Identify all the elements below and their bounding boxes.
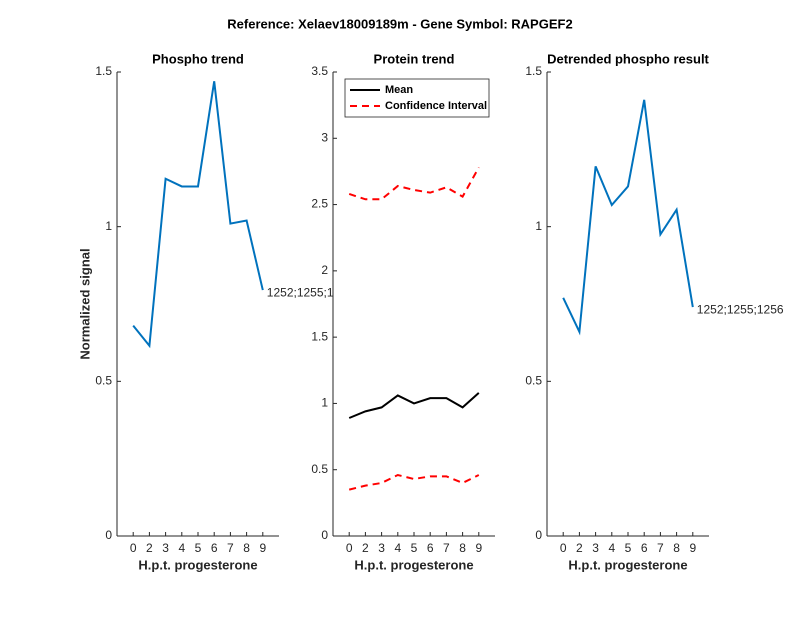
axes-background	[547, 72, 709, 536]
x-tick-label: 0	[560, 541, 567, 555]
data-line	[132, 81, 264, 349]
x-tick-label: 5	[625, 541, 632, 555]
x-tick-label: 6	[641, 541, 648, 555]
y-tick-label: 0.5	[311, 462, 328, 476]
point-label: 1252;1255;1256	[267, 285, 354, 299]
subplot-title: Protein trend	[374, 51, 455, 66]
x-tick-label: 0	[130, 541, 137, 555]
x-tick-label: 4	[178, 541, 185, 555]
x-tick-label: 3	[162, 541, 169, 555]
x-tick-label: 3	[592, 541, 599, 555]
axes-background	[117, 72, 279, 536]
subplot-title: Detrended phospho result	[547, 51, 709, 66]
point-label: 1252;1255;1256	[697, 302, 784, 316]
y-tick-label: 0	[321, 528, 328, 542]
legend-label: Confidence Interval	[385, 100, 487, 112]
x-tick-label: 2	[146, 541, 153, 555]
x-tick-label: 5	[411, 541, 418, 555]
x-tick-label: 8	[673, 541, 680, 555]
data-line	[348, 392, 480, 419]
x-tick-label: 7	[227, 541, 234, 555]
x-tick-label: 8	[243, 541, 250, 555]
y-tick-label: 1.5	[311, 329, 328, 343]
y-tick-label: 0.5	[95, 374, 112, 388]
x-tick-label: 3	[378, 541, 385, 555]
legend-box	[344, 78, 490, 118]
axes-background	[333, 72, 495, 536]
x-axis-label: H.p.t. progesterone	[138, 557, 257, 572]
x-tick-label: 4	[608, 541, 615, 555]
y-tick-label: 1.5	[95, 64, 112, 78]
x-tick-label: 8	[459, 541, 466, 555]
y-tick-label: 2	[321, 263, 328, 277]
y-tick-label: 1.5	[525, 64, 542, 78]
x-tick-label: 7	[657, 541, 664, 555]
x-tick-label: 4	[394, 541, 401, 555]
x-axis-label: H.p.t. progesterone	[568, 557, 687, 572]
x-tick-label: 6	[427, 541, 434, 555]
data-line	[348, 473, 480, 491]
x-tick-label: 5	[195, 541, 202, 555]
x-tick-label: 9	[475, 541, 482, 555]
y-tick-label: 2.5	[311, 197, 328, 211]
x-axis-label: H.p.t. progesterone	[354, 557, 473, 572]
y-axis-label: Normalized signal	[77, 248, 92, 359]
x-tick-label: 9	[259, 541, 266, 555]
x-tick-label: 9	[689, 541, 696, 555]
x-tick-label: 7	[443, 541, 450, 555]
figure-title: Reference: Xelaev18009189m - Gene Symbol…	[227, 16, 572, 31]
y-tick-label: 1	[105, 219, 112, 233]
x-tick-label: 2	[576, 541, 583, 555]
x-tick-label: 6	[211, 541, 218, 555]
subplot-title: Phospho trend	[152, 51, 244, 66]
y-tick-label: 1	[321, 396, 328, 410]
x-tick-label: 0	[346, 541, 353, 555]
y-tick-label: 0	[535, 528, 542, 542]
y-tick-label: 0.5	[525, 374, 542, 388]
y-tick-label: 3	[321, 130, 328, 144]
legend-label: Mean	[385, 84, 413, 96]
y-tick-label: 0	[105, 528, 112, 542]
y-tick-label: 1	[535, 219, 542, 233]
x-tick-label: 2	[362, 541, 369, 555]
data-line	[562, 99, 694, 336]
y-tick-label: 3.5	[311, 64, 328, 78]
